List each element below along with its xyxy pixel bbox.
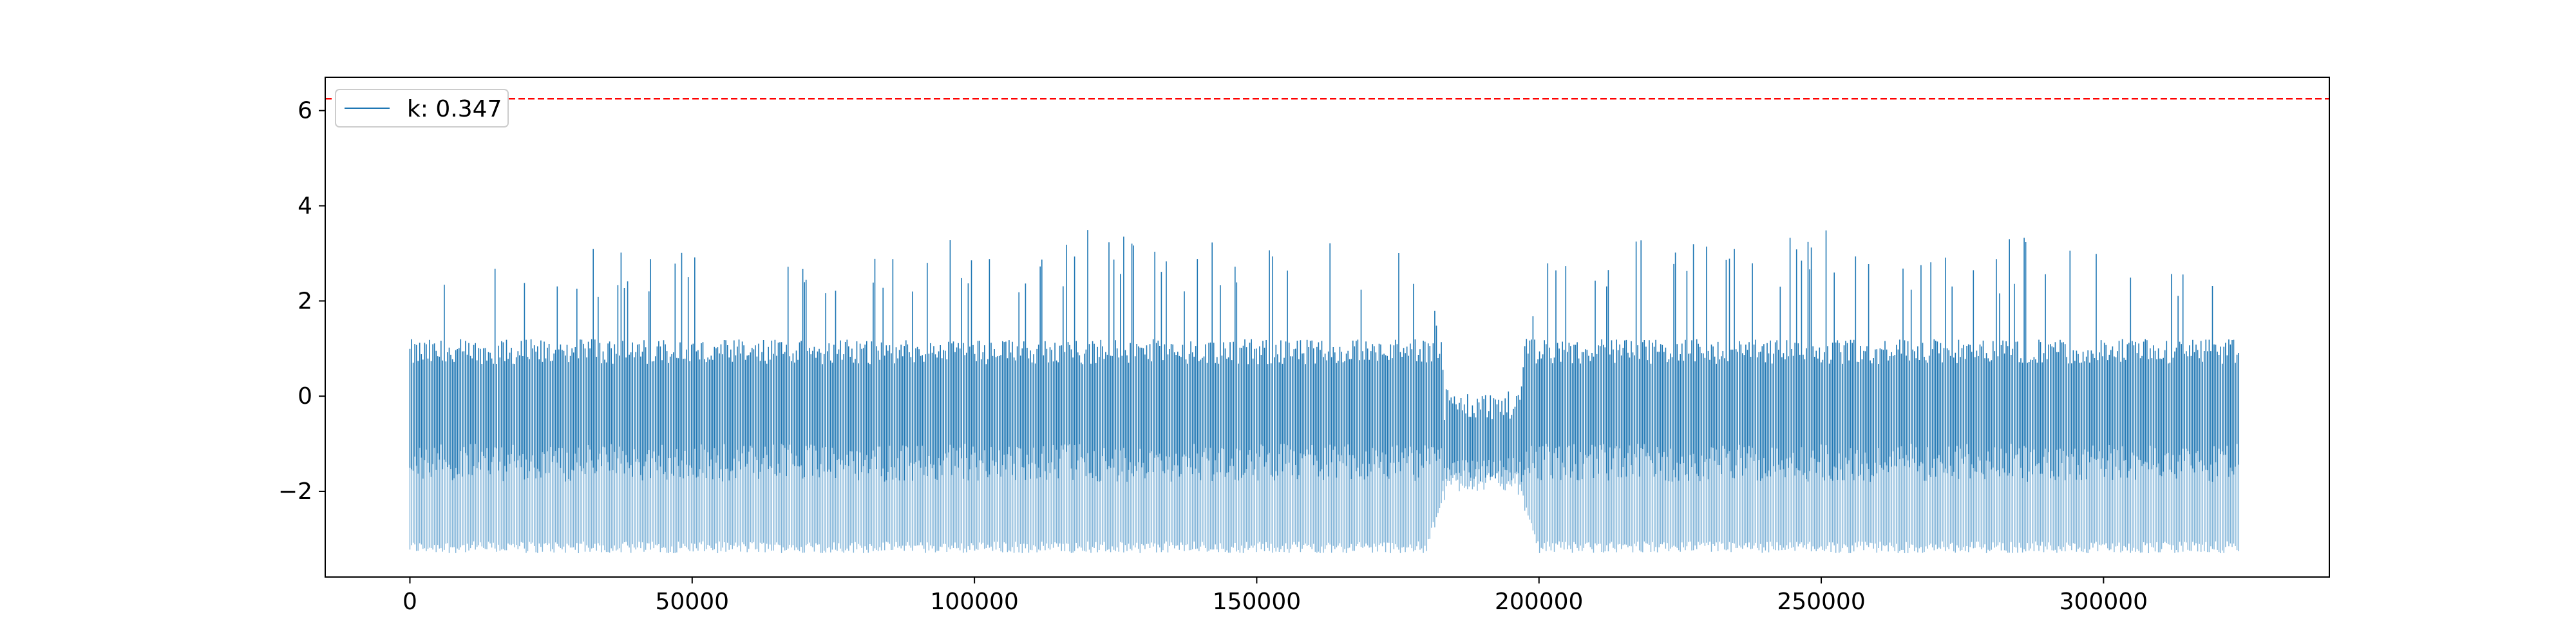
x-tick-label: 100000 [930, 589, 1018, 615]
x-tick-label: 200000 [1495, 589, 1583, 615]
legend: k: 0.347 [335, 89, 509, 128]
y-tick-label: 4 [298, 193, 312, 220]
x-axis: 0 50000 100000 150000 200000 250000 300000 [402, 577, 2148, 615]
y-axis: −2 0 2 4 6 [278, 98, 325, 505]
axes-frame [325, 77, 2330, 578]
x-tick-label: 50000 [656, 589, 730, 615]
legend-label: k: 0.347 [407, 96, 502, 122]
x-tick-label: 0 [402, 589, 417, 615]
legend-box [335, 89, 509, 128]
plot-area [325, 98, 2329, 553]
series-line [409, 230, 2239, 482]
x-tick-label: 150000 [1213, 589, 1301, 615]
y-tick-label: 6 [298, 98, 312, 124]
x-tick-label: 300000 [2060, 589, 2148, 615]
y-tick-label: 0 [298, 383, 312, 410]
x-tick-label: 250000 [1777, 589, 1865, 615]
series-line-lower-envelope [409, 444, 2239, 553]
y-tick-label: 2 [298, 288, 312, 314]
y-tick-label: −2 [278, 478, 312, 505]
